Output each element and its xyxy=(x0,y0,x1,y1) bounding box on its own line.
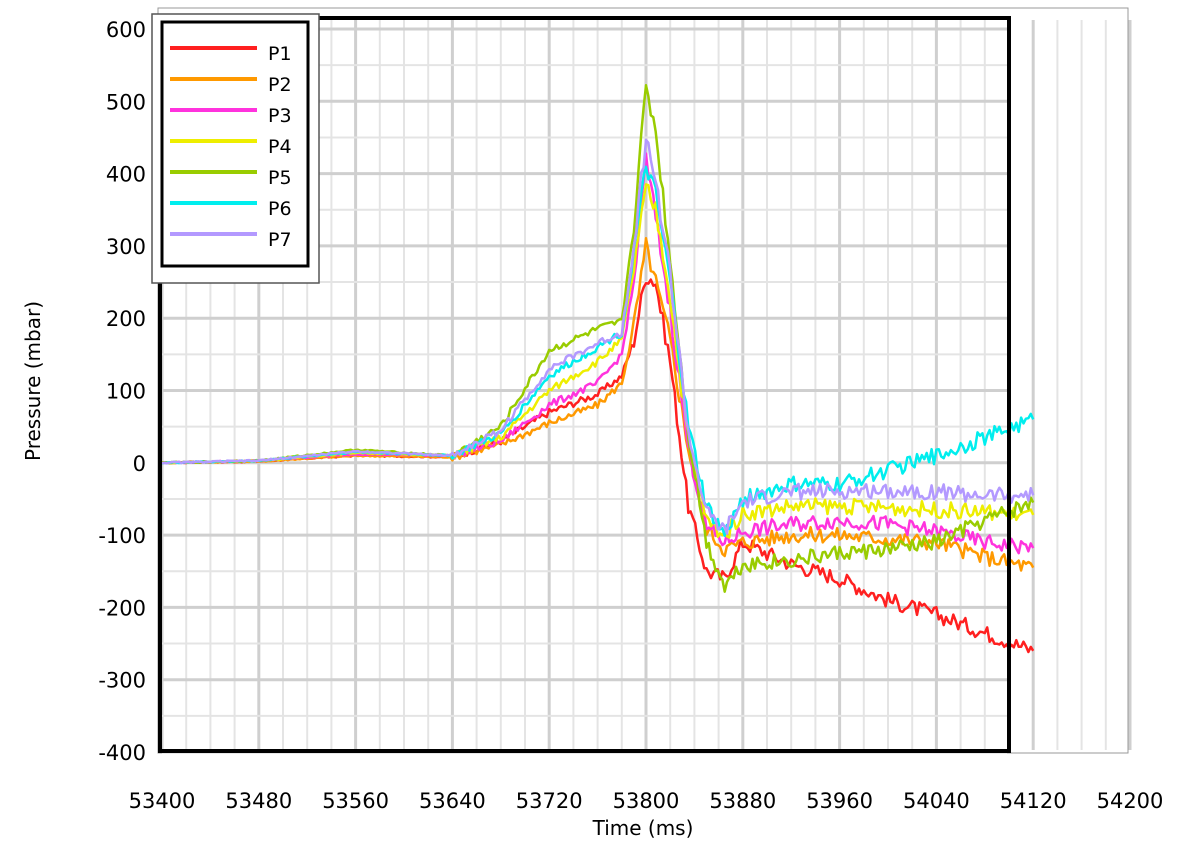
y-tick-label: 0 xyxy=(133,452,146,476)
legend-label-p6: P6 xyxy=(268,198,292,220)
x-tick-label: 53640 xyxy=(419,789,486,813)
x-tick-label: 53560 xyxy=(322,789,389,813)
x-tick-label: 54120 xyxy=(1000,789,1067,813)
y-tick-label: 300 xyxy=(106,235,146,259)
legend: P1 P2 P3 P4 P5 P6 P7 xyxy=(151,13,320,284)
legend-label-p4: P4 xyxy=(268,136,292,158)
legend-label-p7: P7 xyxy=(268,229,292,251)
x-tick-label: 53400 xyxy=(129,789,196,813)
y-tick-label: -400 xyxy=(98,741,146,765)
legend-label-p3: P3 xyxy=(268,105,292,127)
x-tick-label: 53960 xyxy=(806,789,873,813)
y-axis-title: Pressure (mbar) xyxy=(21,301,45,461)
series-line-p3 xyxy=(161,152,1035,555)
y-tick-label: 400 xyxy=(106,163,146,187)
legend-label-p5: P5 xyxy=(268,167,292,189)
x-tick-label: 53720 xyxy=(516,789,583,813)
x-tick-label: 53880 xyxy=(709,789,776,813)
series-group xyxy=(161,83,1035,654)
y-tick-label: -200 xyxy=(98,596,146,620)
legend-box xyxy=(151,13,320,284)
x-tick-label: 54200 xyxy=(1097,789,1164,813)
y-tick-label: 500 xyxy=(106,90,146,114)
y-tick-label: -300 xyxy=(98,669,146,693)
series-line-p7 xyxy=(161,138,1035,535)
x-axis-title: Time (ms) xyxy=(592,816,694,840)
x-tick-label: 53800 xyxy=(613,789,680,813)
y-tick-label: -100 xyxy=(98,524,146,548)
legend-label-p2: P2 xyxy=(268,74,292,96)
tick-labels: 53400 53480 53560 53640 53720 53800 53880 53960… xyxy=(98,18,1163,813)
legend-inner-frame xyxy=(160,20,310,268)
inner-frame xyxy=(158,16,1011,753)
y-tick-label: 100 xyxy=(106,380,146,404)
y-tick-label: 600 xyxy=(106,18,146,42)
x-tick-label: 53480 xyxy=(225,789,292,813)
y-tick-label: 200 xyxy=(106,307,146,331)
x-tick-label: 54040 xyxy=(903,789,970,813)
legend-label-p1: P1 xyxy=(268,43,292,65)
